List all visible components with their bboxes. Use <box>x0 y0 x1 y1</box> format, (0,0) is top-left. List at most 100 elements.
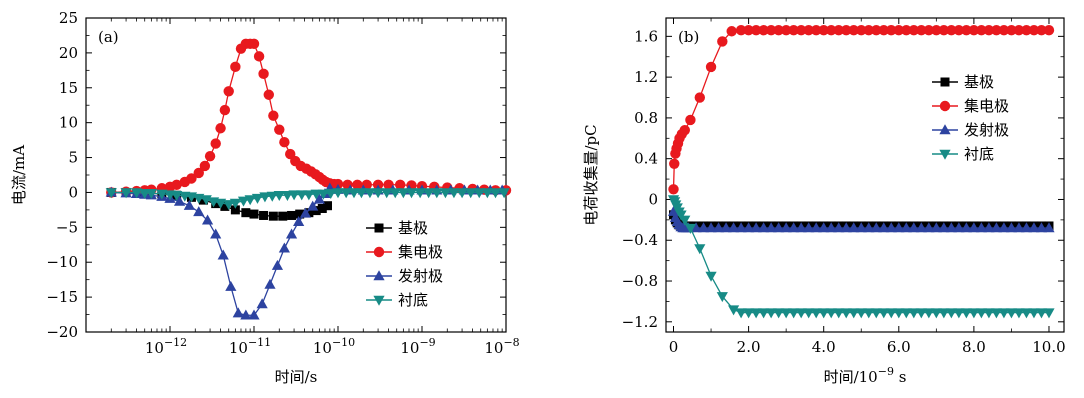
x-tick-label-base: 10 <box>400 339 419 357</box>
data-point <box>1043 222 1055 233</box>
data-point <box>210 138 221 149</box>
data-point <box>266 191 278 202</box>
data-point <box>878 222 890 233</box>
data-point <box>960 222 972 233</box>
chart-panel-a: 10−12 10−11 10−10 10−9 10−8−20−15−10−5051015… <box>10 9 520 386</box>
y-tick-label: −10 <box>46 253 78 271</box>
data-point <box>750 25 762 36</box>
data-point <box>217 249 229 260</box>
x-tick-label-exp: −8 <box>503 336 519 349</box>
data-point <box>871 25 882 36</box>
data-point <box>788 25 799 36</box>
data-point <box>684 223 697 234</box>
data-point <box>825 308 837 319</box>
data-point <box>439 188 452 199</box>
data-point <box>833 222 845 233</box>
data-point <box>975 222 987 233</box>
data-point <box>855 222 867 233</box>
data-point <box>296 190 308 201</box>
data-point <box>810 308 822 319</box>
data-point <box>304 208 314 218</box>
data-point <box>211 199 221 209</box>
data-point <box>878 25 889 36</box>
data-point <box>983 222 995 233</box>
data-point <box>780 25 792 36</box>
legend-marker <box>374 223 384 233</box>
data-point <box>743 222 755 233</box>
data-point <box>968 25 980 36</box>
x-tick-label: 8.0 <box>962 338 986 356</box>
data-point <box>900 308 912 319</box>
data-point <box>765 308 777 319</box>
y-tick-label: 0.8 <box>634 109 658 127</box>
y-tick-label: 1.6 <box>634 27 658 45</box>
legend-label: 发射极 <box>398 267 443 285</box>
data-point <box>705 222 717 233</box>
data-point <box>279 137 290 148</box>
data-point <box>833 308 845 319</box>
data-point <box>414 188 426 199</box>
data-point <box>263 89 274 100</box>
data-point <box>758 25 769 36</box>
chart-panel-b: 0 2.0 4.0 6.0 8.0 10.0 −1.2 −0.8 −0.4 0 0.4 0.8 1.2 1… <box>582 17 1066 386</box>
data-point <box>381 188 393 199</box>
y-tick-label: 0 <box>68 183 78 201</box>
data-point <box>968 308 980 319</box>
data-point <box>249 209 259 219</box>
x-tick-label: 10.0 <box>1032 338 1065 356</box>
data-point <box>489 188 502 199</box>
data-point <box>803 308 815 319</box>
legend-label: 衬底 <box>964 145 994 163</box>
data-point <box>886 25 897 36</box>
x-tick-label: 10−10 <box>313 336 355 357</box>
data-point <box>735 25 747 36</box>
legend-marker <box>373 246 385 258</box>
data-point <box>694 92 705 103</box>
data-point <box>241 208 251 218</box>
data-point <box>885 222 897 233</box>
x-tick-label-exp: −12 <box>164 336 187 349</box>
data-point <box>765 25 777 36</box>
data-point <box>712 222 725 233</box>
data-point <box>287 210 297 220</box>
data-point <box>278 211 288 221</box>
data-point <box>810 25 822 36</box>
data-point <box>840 308 852 319</box>
x-tick-label: 10−11 <box>229 336 271 357</box>
data-point <box>173 195 186 206</box>
series-line <box>111 187 503 316</box>
data-point <box>679 124 690 136</box>
data-point <box>773 308 785 319</box>
data-point <box>248 38 260 50</box>
x-tick-label-exp: −11 <box>248 336 271 349</box>
data-point <box>991 25 1002 36</box>
data-point <box>990 308 1003 319</box>
x-tick-label: 6.0 <box>887 338 911 356</box>
data-point <box>237 196 250 207</box>
data-point <box>900 222 912 233</box>
data-point <box>259 192 271 203</box>
legend-label: 衬底 <box>398 291 428 309</box>
y-tick-label: 20 <box>59 44 78 62</box>
y-tick-label: −1.2 <box>622 313 658 331</box>
data-point <box>983 25 995 36</box>
data-point <box>938 222 950 233</box>
x-axis-title-unit: s <box>894 368 906 386</box>
data-point <box>773 222 785 233</box>
legend-marker <box>940 77 950 87</box>
data-point <box>915 308 927 319</box>
data-point <box>372 188 384 199</box>
data-point <box>848 222 860 233</box>
y-tick-label: −20 <box>46 323 78 341</box>
data-point <box>273 191 285 202</box>
x-axis-title-main: 时间/10 <box>824 368 878 386</box>
data-point <box>788 308 800 319</box>
data-point <box>214 198 227 209</box>
data-point <box>397 188 409 199</box>
data-point <box>313 193 325 204</box>
legend-marker <box>373 270 385 281</box>
data-point <box>199 160 211 172</box>
